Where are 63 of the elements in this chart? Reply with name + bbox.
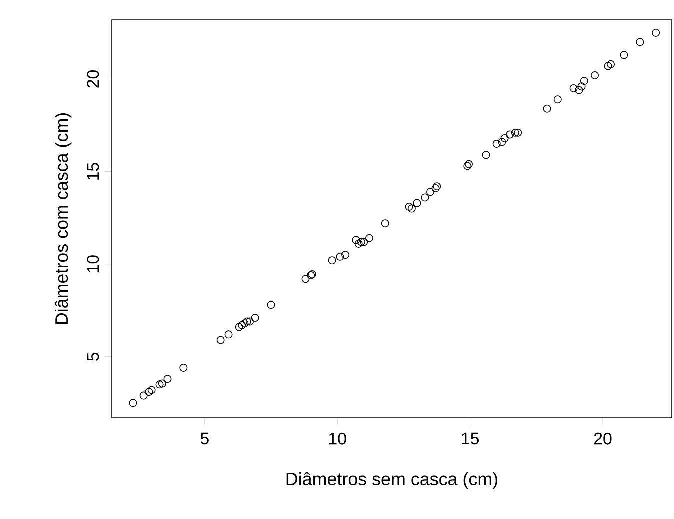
point: [408, 204, 416, 213]
point: [216, 336, 225, 344]
x-tick-label: 20: [594, 432, 612, 445]
point: [578, 82, 586, 91]
point: [357, 238, 366, 246]
point: [413, 199, 422, 208]
point: [145, 388, 154, 396]
point: [148, 386, 156, 394]
y-tick-label: 5: [87, 352, 100, 361]
point: [554, 96, 562, 104]
point: [492, 140, 501, 148]
point: [506, 130, 514, 139]
point: [500, 134, 509, 142]
point: [342, 251, 350, 260]
point: [140, 392, 148, 400]
point: [580, 77, 588, 86]
point: [164, 375, 172, 384]
point: [636, 38, 644, 46]
point: [498, 138, 506, 146]
x-tick-label: 5: [200, 432, 209, 445]
point: [240, 320, 249, 328]
point: [421, 194, 430, 202]
x-tick-label: 10: [329, 432, 346, 445]
point: [464, 160, 473, 168]
y-axis-title: Diâmetros com casca (cm): [54, 114, 72, 324]
point: [575, 86, 584, 94]
point: [243, 318, 252, 326]
point: [360, 238, 368, 246]
point: [302, 275, 310, 284]
point: [246, 318, 254, 326]
point: [328, 256, 336, 265]
x-tick-label: 15: [462, 432, 480, 445]
point: [354, 240, 363, 248]
y-tick-label: 20: [87, 70, 100, 88]
point: [543, 104, 552, 113]
point: [426, 188, 434, 196]
point: [224, 330, 233, 339]
point: [235, 323, 244, 332]
point: [381, 220, 390, 228]
point: [267, 301, 276, 310]
point: [156, 380, 164, 389]
point: [482, 151, 490, 160]
y-tick-label: 10: [87, 256, 100, 272]
point: [511, 128, 520, 137]
point: [464, 162, 472, 170]
point: [158, 380, 166, 388]
point: [129, 399, 138, 408]
x-axis-title: Diâmetros sem casca (cm): [286, 472, 498, 490]
point: [604, 62, 612, 70]
point: [251, 314, 260, 322]
point: [365, 234, 374, 242]
point: [352, 236, 360, 244]
y-tick-label: 15: [87, 163, 100, 180]
point: [405, 202, 414, 211]
point: [591, 72, 600, 80]
point: [336, 252, 344, 261]
point: [606, 60, 615, 68]
point: [620, 51, 628, 60]
point: [238, 321, 246, 330]
point: [180, 364, 188, 372]
point: [652, 28, 660, 37]
point: [514, 128, 522, 137]
point: [570, 84, 578, 92]
